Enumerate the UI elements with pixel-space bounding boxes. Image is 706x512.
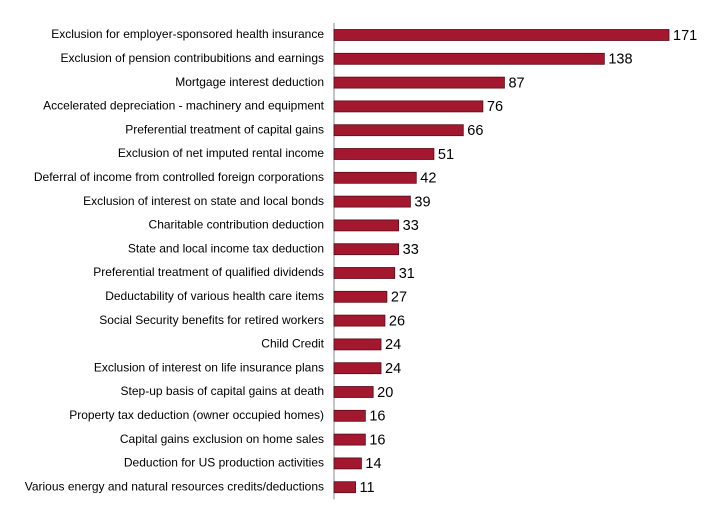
bar (333, 314, 386, 327)
bar (333, 338, 382, 351)
value-label: 138 (608, 52, 632, 68)
category-label: Step-up basis of capital gains at death (121, 384, 324, 398)
bar (333, 76, 505, 89)
bar (333, 124, 464, 137)
category-label: Mortgage interest deduction (175, 75, 324, 89)
category-label: Social Security benefits for retired wor… (99, 313, 324, 327)
bar (333, 52, 605, 65)
value-label: 33 (403, 218, 419, 234)
category-label: Exclusion of interest on state and local… (83, 194, 324, 208)
value-label: 76 (487, 99, 503, 115)
bar (333, 362, 382, 375)
value-label: 42 (420, 171, 436, 187)
value-label: 14 (365, 456, 381, 472)
category-label: Exclusion of pension contribubitions and… (60, 51, 324, 65)
value-label: 171 (673, 28, 697, 44)
category-label: Charitable contribution deduction (149, 218, 324, 232)
category-label: Property tax deduction (owner occupied h… (69, 408, 324, 422)
bar (333, 290, 388, 303)
category-label: Exclusion of interest on life insurance … (94, 360, 324, 374)
bar (333, 433, 366, 446)
bar (333, 171, 417, 184)
value-label: 24 (385, 337, 401, 353)
bar (333, 481, 356, 494)
category-label: Deduction for US production activities (124, 456, 324, 470)
bar (333, 148, 435, 160)
value-label: 16 (369, 409, 385, 425)
bar (333, 409, 366, 422)
category-label: Exclusion for employer-sponsored health … (51, 27, 324, 41)
category-label: State and local income tax deduction (128, 241, 324, 255)
value-label: 66 (467, 123, 483, 139)
category-label: Exclusion of net imputed rental income (118, 146, 324, 160)
value-label: 24 (385, 361, 401, 377)
bar (333, 29, 670, 41)
category-label: Child Credit (261, 337, 324, 351)
bar (333, 457, 362, 470)
value-label: 20 (377, 385, 393, 401)
category-label: Accelerated depreciation - machinery and… (43, 99, 324, 113)
bar (333, 100, 484, 113)
category-label: Preferential treatment of capital gains (125, 122, 324, 136)
category-label: Deferral of income from controlled forei… (34, 170, 324, 184)
value-label: 31 (399, 266, 415, 282)
category-label: Preferential treatment of qualified divi… (93, 265, 324, 279)
bar (333, 219, 400, 232)
value-label: 39 (414, 194, 430, 210)
bar (333, 386, 374, 398)
category-label: Various energy and natural resources cre… (25, 479, 324, 493)
value-label: 11 (360, 480, 375, 496)
category-label: Deductability of various health care ite… (105, 289, 324, 303)
value-label: 33 (403, 242, 419, 258)
bar (333, 195, 411, 208)
bar (333, 267, 396, 279)
value-label: 27 (391, 290, 407, 306)
category-label: Capital gains exclusion on home sales (120, 432, 324, 446)
value-label: 51 (438, 147, 454, 163)
value-label: 87 (508, 75, 524, 91)
value-label: 26 (389, 313, 405, 329)
bar (333, 243, 400, 256)
value-label: 16 (369, 432, 385, 448)
